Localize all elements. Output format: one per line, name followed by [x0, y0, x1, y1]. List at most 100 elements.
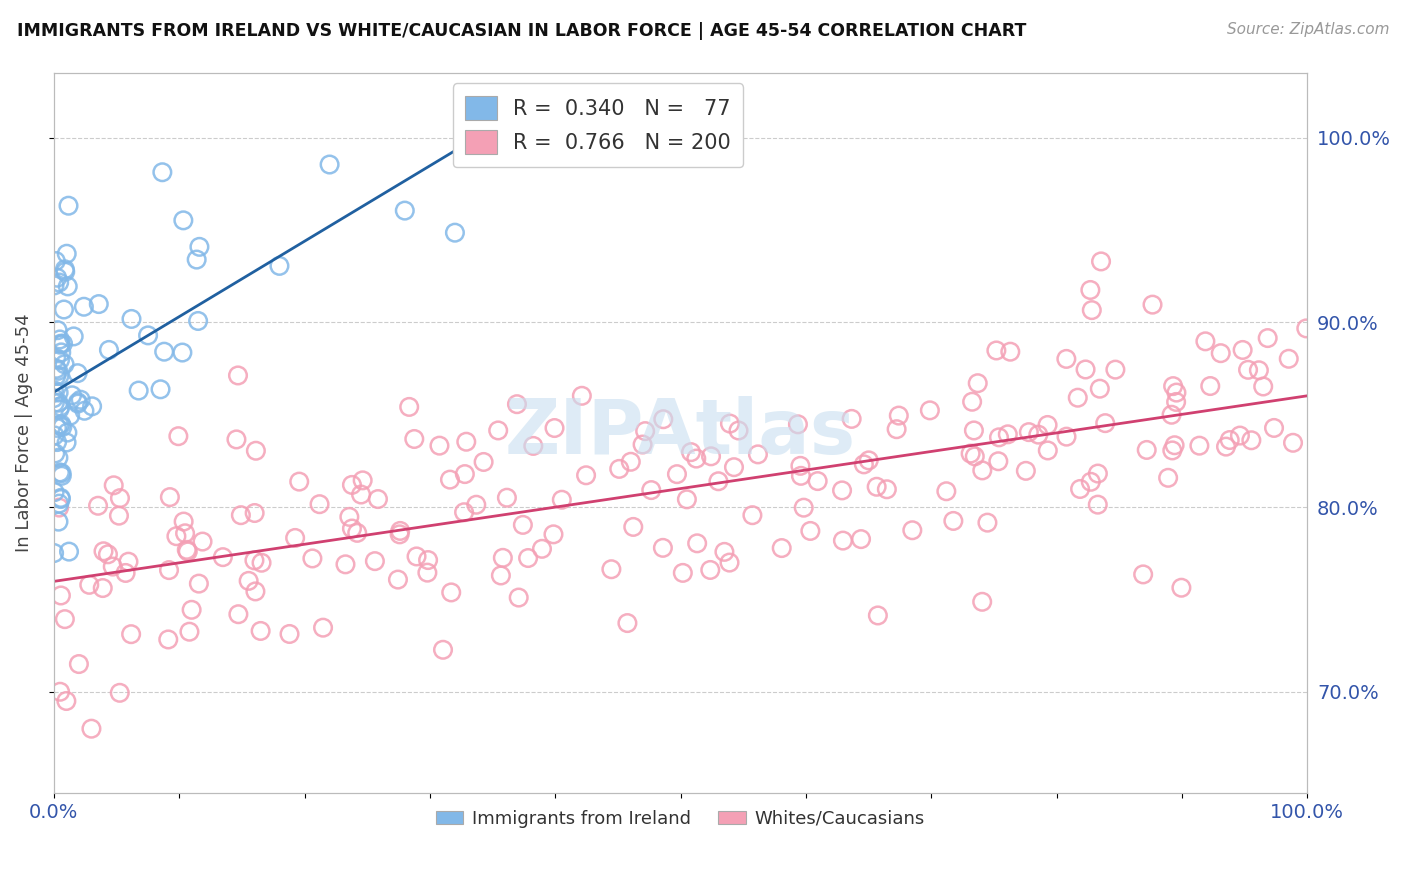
Point — [48, 369, 70, 384]
Point — [966, 376, 988, 391]
Point — [1229, 428, 1251, 442]
Point — [1161, 443, 1184, 458]
Point — [723, 460, 745, 475]
Point — [1170, 581, 1192, 595]
Point — [1142, 298, 1164, 312]
Point — [46, 270, 69, 285]
Point — [631, 437, 654, 451]
Point — [1278, 351, 1301, 366]
Point — [1088, 382, 1111, 396]
Point — [963, 424, 986, 438]
Point — [686, 536, 709, 550]
Point — [858, 453, 880, 467]
Point — [1166, 395, 1188, 409]
Point — [101, 559, 124, 574]
Point — [640, 483, 662, 497]
Point — [179, 624, 201, 639]
Point — [997, 427, 1019, 442]
Point — [1163, 438, 1185, 452]
Point — [600, 562, 623, 576]
Point — [616, 616, 638, 631]
Point — [48, 497, 70, 511]
Point — [49, 491, 72, 505]
Point — [228, 607, 250, 622]
Point — [1219, 433, 1241, 447]
Point — [103, 478, 125, 492]
Point — [87, 297, 110, 311]
Point — [444, 226, 467, 240]
Point — [718, 556, 741, 570]
Point — [530, 541, 553, 556]
Point — [543, 421, 565, 435]
Point — [49, 400, 72, 414]
Point — [225, 433, 247, 447]
Point — [1094, 416, 1116, 430]
Point — [56, 279, 79, 293]
Point — [114, 566, 136, 580]
Point — [866, 480, 889, 494]
Point — [288, 475, 311, 489]
Y-axis label: In Labor Force | Age 45-54: In Labor Force | Age 45-54 — [15, 314, 32, 552]
Point — [388, 527, 411, 541]
Point — [1067, 391, 1090, 405]
Point — [747, 447, 769, 461]
Point — [82, 400, 104, 414]
Point — [53, 357, 76, 371]
Point — [1081, 303, 1104, 318]
Point — [73, 300, 96, 314]
Point — [1104, 362, 1126, 376]
Point — [876, 483, 898, 497]
Point — [1000, 344, 1022, 359]
Point — [405, 549, 427, 564]
Point — [229, 508, 252, 523]
Point — [960, 394, 983, 409]
Point — [1157, 471, 1180, 485]
Point — [571, 389, 593, 403]
Point — [69, 392, 91, 407]
Text: Source: ZipAtlas.com: Source: ZipAtlas.com — [1226, 22, 1389, 37]
Point — [492, 550, 515, 565]
Point — [1247, 363, 1270, 377]
Point — [439, 473, 461, 487]
Point — [799, 524, 821, 538]
Point — [770, 541, 793, 555]
Point — [866, 608, 889, 623]
Point — [685, 451, 707, 466]
Point — [120, 627, 142, 641]
Point — [48, 450, 70, 465]
Point — [1257, 331, 1279, 345]
Point — [718, 417, 741, 431]
Point — [337, 509, 360, 524]
Point — [517, 551, 540, 566]
Point — [45, 361, 67, 376]
Point — [522, 439, 544, 453]
Point — [45, 351, 67, 365]
Point — [108, 686, 131, 700]
Point — [1026, 427, 1049, 442]
Point — [789, 458, 811, 473]
Point — [51, 420, 73, 434]
Point — [318, 157, 340, 171]
Point — [48, 276, 70, 290]
Point — [986, 343, 1008, 358]
Point — [56, 425, 79, 440]
Point — [59, 409, 82, 423]
Point — [42, 391, 65, 405]
Point — [245, 443, 267, 458]
Point — [1036, 417, 1059, 432]
Point — [1087, 498, 1109, 512]
Point — [174, 526, 197, 541]
Point — [49, 333, 72, 347]
Point — [93, 544, 115, 558]
Point — [249, 624, 271, 638]
Point — [713, 545, 735, 559]
Point — [1282, 435, 1305, 450]
Point — [108, 491, 131, 505]
Point — [620, 455, 643, 469]
Point — [212, 550, 235, 565]
Point — [364, 554, 387, 568]
Point — [543, 527, 565, 541]
Point — [187, 576, 209, 591]
Point — [97, 547, 120, 561]
Point — [49, 589, 72, 603]
